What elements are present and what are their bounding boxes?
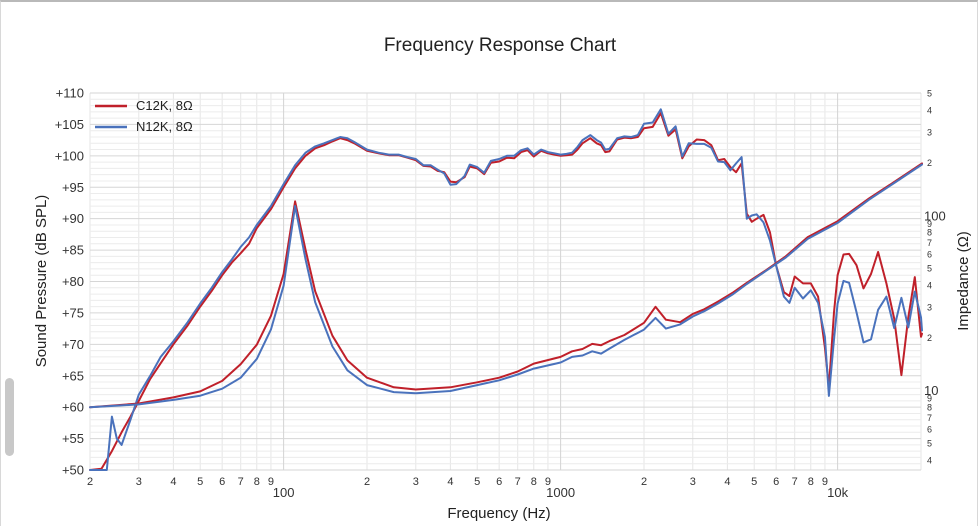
y-tick-label: +110	[56, 86, 84, 101]
y-tick-label: +95	[62, 180, 84, 195]
y-tick-label: +85	[62, 243, 84, 258]
y2-tick-label: 5	[927, 89, 932, 99]
x-tick-label: 2	[87, 476, 93, 488]
y2-tick-label: 5	[927, 263, 932, 273]
y-tick-label: +90	[62, 211, 84, 226]
legend-label-0: C12K, 8Ω	[136, 98, 193, 113]
legend-label-1: N12K, 8Ω	[136, 119, 193, 134]
y2-tick-label: 3	[927, 127, 932, 137]
x-axis-title: Frequency (Hz)	[447, 505, 550, 522]
y-tick-label: +80	[62, 274, 84, 289]
x-tick-label: 7	[792, 476, 798, 488]
y2-tick-label: 2	[927, 333, 932, 343]
y2-tick-label: 7	[927, 238, 932, 248]
x-tick-label: 10k	[827, 485, 848, 500]
y2-tick-label: 8	[927, 403, 932, 413]
x-tick-label: 1000	[546, 485, 575, 500]
x-tick-label: 6	[219, 476, 225, 488]
x-tick-label: 2	[641, 476, 647, 488]
y-tick-label: +65	[62, 368, 84, 383]
x-tick-label: 5	[197, 476, 203, 488]
x-tick-label: 4	[170, 476, 176, 488]
y-tick-label: +75	[62, 305, 84, 320]
y2-tick-label: 7	[927, 413, 932, 423]
x-tick-label: 8	[254, 476, 260, 488]
y-tick-label: +70	[62, 337, 84, 352]
x-tick-label: 6	[773, 476, 779, 488]
x-tick-label: 6	[496, 476, 502, 488]
y2-tick-label: 4	[927, 455, 932, 465]
y-axis-ticks: +50 +55 +60 +65 +70 +75 +80 +85 +90 +95 +100 +105 +1…	[55, 86, 84, 478]
y2-tick-label: 2	[927, 158, 932, 168]
y2-tick-label: 100	[924, 208, 946, 223]
y2-tick-label: 10	[924, 383, 938, 398]
x-tick-label: 9	[545, 476, 551, 488]
x-tick-label: 5	[474, 476, 480, 488]
y2-tick-label: 6	[927, 425, 932, 435]
x-tick-label: 3	[690, 476, 696, 488]
y2-tick-label: 5	[927, 438, 932, 448]
x-tick-label: 3	[413, 476, 419, 488]
y2-tick-label: 9	[927, 394, 932, 404]
y2-tick-label: 8	[927, 228, 932, 238]
x-tick-label: 8	[531, 476, 537, 488]
x-tick-label: 100	[273, 485, 295, 500]
series-line-impedance-3	[89, 163, 923, 409]
x-tick-label: 8	[808, 476, 814, 488]
x-tick-label: 4	[724, 476, 730, 488]
series-line-spl-1	[89, 108, 923, 471]
y2-tick-label: 6	[927, 250, 932, 260]
x-tick-label: 2	[364, 476, 370, 488]
x-tick-label: 9	[268, 476, 274, 488]
series-layer	[89, 108, 923, 471]
y2-tick-label: 4	[927, 280, 932, 290]
x-tick-label: 7	[515, 476, 521, 488]
legend: C12K, 8Ω N12K, 8Ω	[95, 98, 193, 134]
x-tick-label: 4	[447, 476, 453, 488]
y2-tick-label: 9	[927, 219, 932, 229]
y2-tick-label: 4	[927, 105, 932, 115]
y-tick-label: +105	[55, 117, 84, 132]
series-line-spl-0	[89, 112, 923, 471]
y-tick-label: +55	[62, 431, 84, 446]
x-tick-label: 5	[751, 476, 757, 488]
chart-title: Frequency Response Chart	[384, 35, 617, 56]
y2-tick-label: 3	[927, 302, 932, 312]
y-tick-label: +50	[62, 463, 84, 478]
y-tick-label: +60	[62, 400, 84, 415]
series-line-impedance-2	[89, 162, 923, 409]
y2-axis-title: Impedance (Ω)	[955, 231, 972, 331]
x-tick-label: 7	[238, 476, 244, 488]
y-tick-label: +100	[55, 148, 84, 163]
x-tick-label: 3	[136, 476, 142, 488]
x-tick-label: 9	[822, 476, 828, 488]
scrollbar-thumb[interactable]	[5, 378, 14, 456]
y-axis-title: Sound Pressure (dB SPL)	[33, 195, 50, 368]
